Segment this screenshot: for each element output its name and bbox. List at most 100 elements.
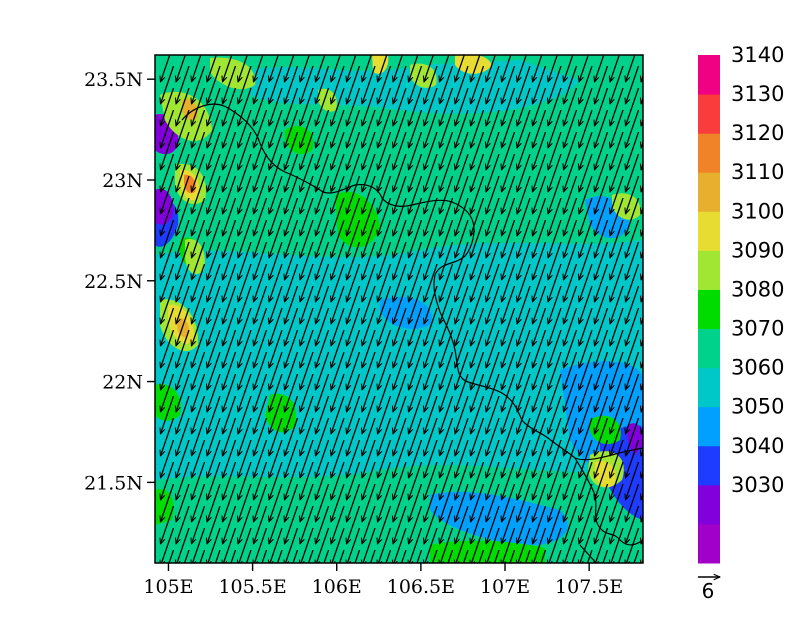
wind-vector-arrow [393, 483, 407, 522]
wind-vector-arrow [207, 461, 221, 500]
wind-vector-arrow [223, 329, 237, 368]
wind-vector-arrow [161, 483, 175, 522]
wind-vector-arrow [238, 483, 252, 522]
wind-vector-arrow [524, 549, 531, 563]
wind-vector-arrow [478, 549, 485, 563]
wind-vector-arrow [517, 307, 531, 346]
wind-vector-arrow [424, 87, 438, 126]
wind-vector-arrow [626, 241, 640, 280]
wind-vector-arrow [223, 87, 237, 126]
wind-vector-arrow [533, 329, 547, 368]
wind-vector-arrow [393, 373, 407, 412]
wind-vector-arrow [254, 373, 268, 412]
wind-vector-arrow [176, 351, 190, 390]
wind-vector-arrow [176, 395, 190, 434]
wind-vector-arrow [300, 197, 314, 236]
wind-vector-arrow [362, 175, 376, 214]
wind-vector-arrow [285, 505, 299, 544]
wind-vector-arrow [610, 219, 624, 258]
field-patch [372, 55, 389, 74]
wind-vector-arrow [471, 307, 485, 346]
wind-vector-arrow [471, 175, 485, 214]
wind-vector-arrow [331, 175, 345, 214]
wind-vector-arrow [362, 263, 376, 302]
wind-vector-arrow [517, 351, 531, 390]
wind-vector-arrow [471, 87, 485, 126]
wind-vector-arrow [192, 197, 206, 236]
wind-vector-arrow [385, 549, 392, 563]
wind-vector-arrow [579, 395, 593, 434]
wind-vector-arrow [471, 461, 485, 500]
wind-vector-arrow [424, 219, 438, 258]
wind-vector-arrow [595, 329, 609, 368]
wind-vector-arrow [548, 461, 562, 500]
wind-vector-arrow [626, 439, 640, 478]
wind-vector-arrow [471, 131, 485, 170]
wind-vector-arrow [254, 527, 268, 563]
wind-vector-arrow [192, 351, 206, 390]
wind-vector-arrow [331, 131, 345, 170]
wind-vector-arrow [207, 395, 221, 434]
wind-vector-arrow [533, 395, 547, 434]
wind-vector-arrow [626, 131, 640, 170]
wind-vector-arrow [362, 131, 376, 170]
field-patch [595, 461, 616, 488]
wind-vector-arrow [269, 417, 283, 456]
wind-vector-arrow [176, 505, 190, 544]
lat-tick-label: 21.5N [84, 472, 143, 494]
colorbar-label: 3110 [731, 160, 784, 184]
wind-vector-arrow [378, 527, 392, 563]
wind-vector-arrow [486, 329, 500, 368]
wind-vector-arrow [626, 395, 640, 434]
wind-vector-arrow [161, 329, 175, 368]
wind-vector-arrow [254, 131, 268, 170]
wind-vector-arrow [502, 285, 516, 324]
wind-vector-arrow [517, 175, 531, 214]
wind-vector-arrow [316, 483, 330, 522]
wind-vector-arrow [579, 263, 593, 302]
lon-tick-label: 106E [312, 576, 362, 598]
wind-vector-arrow [207, 175, 221, 214]
wind-vector-arrow [285, 417, 299, 456]
wind-vector-arrow [440, 461, 454, 500]
wind-vector-arrow [548, 175, 562, 214]
wind-vector-arrow [331, 351, 345, 390]
wind-vector-arrow [207, 131, 221, 170]
wind-vector-arrow [300, 219, 314, 258]
wind-vector-arrow [207, 87, 221, 126]
wind-vector-arrow [347, 131, 361, 170]
wind-vector-arrow [393, 307, 407, 346]
wind-vector-arrow [347, 483, 361, 522]
wind-vector-arrow [362, 417, 376, 456]
wind-vector-arrow [261, 549, 268, 563]
colorbar-label: 3070 [731, 317, 784, 341]
wind-vector-arrow [300, 263, 314, 302]
wind-vector-arrow [362, 55, 372, 82]
wind-vector-arrow [455, 285, 469, 324]
wind-vector-arrow [564, 307, 578, 346]
wind-vector-arrow [378, 307, 392, 346]
wind-vector-arrow [192, 153, 206, 192]
wind-vector-arrow [548, 241, 562, 280]
wind-vector-arrow [223, 219, 237, 258]
wind-vector-arrow [300, 351, 314, 390]
wind-vector-arrow [254, 175, 268, 214]
wind-vector-arrow [161, 527, 175, 563]
wind-vector-arrow [347, 461, 361, 500]
wind-vector-arrow [176, 197, 190, 236]
wind-vector-arrow [176, 307, 190, 346]
wind-vector-arrow [223, 175, 237, 214]
wind-vector-arrow [595, 65, 609, 104]
wind-vector-arrow [471, 263, 485, 302]
wind-vector-arrow [548, 505, 562, 544]
lon-tick-label: 105.5E [218, 576, 286, 598]
wind-vector-arrow [564, 131, 578, 170]
colorbar-label: 3130 [731, 82, 784, 106]
wind-vector-arrow [254, 87, 268, 126]
wind-vector-arrow [440, 131, 454, 170]
wind-vector-arrow [347, 219, 361, 258]
wind-vector-arrow [502, 527, 516, 563]
wind-vector-arrow [192, 65, 206, 104]
wind-vector-arrow [254, 329, 268, 368]
